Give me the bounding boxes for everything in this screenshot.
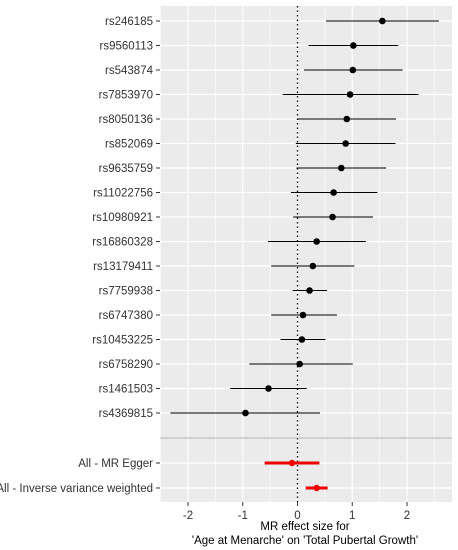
x-tick-label: 1	[349, 510, 355, 522]
snp-point	[329, 213, 336, 221]
snp-point	[330, 189, 337, 196]
x-tick-label: -2	[183, 510, 193, 522]
summary-point	[313, 484, 320, 492]
snp-point	[265, 385, 272, 392]
summary-label: All - Inverse variance weighted	[0, 483, 153, 495]
snp-label: rs9560113	[100, 41, 154, 53]
snp-point	[346, 91, 354, 98]
snp-label: rs9635759	[99, 163, 153, 175]
x-tick-label: -1	[238, 510, 248, 522]
x-tick-labels: -2 -1 0 1 2	[183, 502, 410, 522]
snp-label: rs7853970	[99, 90, 153, 102]
snp-point	[313, 238, 320, 245]
x-tick-label: 0	[294, 510, 300, 522]
snp-point	[343, 115, 351, 123]
snp-label: rs1461503	[99, 384, 153, 396]
y-tick-labels: rs246185 rs9560113 rs543874 rs7853970 rs8050…	[0, 16, 160, 495]
snp-label: rs852069	[105, 139, 153, 151]
snp-label: rs4369815	[99, 408, 153, 420]
summary-label: All - MR Egger	[78, 458, 153, 470]
effect-points	[242, 17, 386, 492]
snp-point	[349, 66, 357, 74]
snp-label: rs13179411	[93, 261, 153, 273]
snp-label: rs6747380	[99, 310, 153, 322]
snp-point	[306, 287, 313, 294]
snp-label: rs10980921	[92, 212, 153, 224]
x-axis-title-line-1: MR effect size for	[260, 521, 349, 533]
x-tick-label: 2	[404, 510, 410, 522]
snp-label: rs8050136	[99, 114, 153, 126]
snp-point	[350, 42, 357, 49]
snp-label: rs16860328	[92, 237, 153, 249]
snp-label: rs7759938	[99, 286, 153, 298]
x-axis-title-line-2: 'Age at Menarche' on 'Total Pubertal Gro…	[192, 535, 418, 547]
snp-label: rs543874	[105, 65, 154, 77]
snp-point	[379, 17, 386, 25]
snp-label: rs246185	[105, 16, 153, 28]
snp-label: rs6758290	[99, 359, 153, 371]
snp-point	[242, 409, 249, 417]
snp-point	[296, 360, 303, 368]
snp-point	[309, 262, 317, 270]
snp-label: rs10453225	[92, 335, 153, 347]
snp-point	[342, 140, 349, 147]
snp-point	[338, 164, 345, 172]
summary-point	[288, 459, 296, 467]
snp-point	[298, 336, 306, 343]
plot-panel	[160, 6, 452, 502]
snp-point	[299, 311, 307, 319]
snp-label: rs11022756	[93, 188, 153, 200]
